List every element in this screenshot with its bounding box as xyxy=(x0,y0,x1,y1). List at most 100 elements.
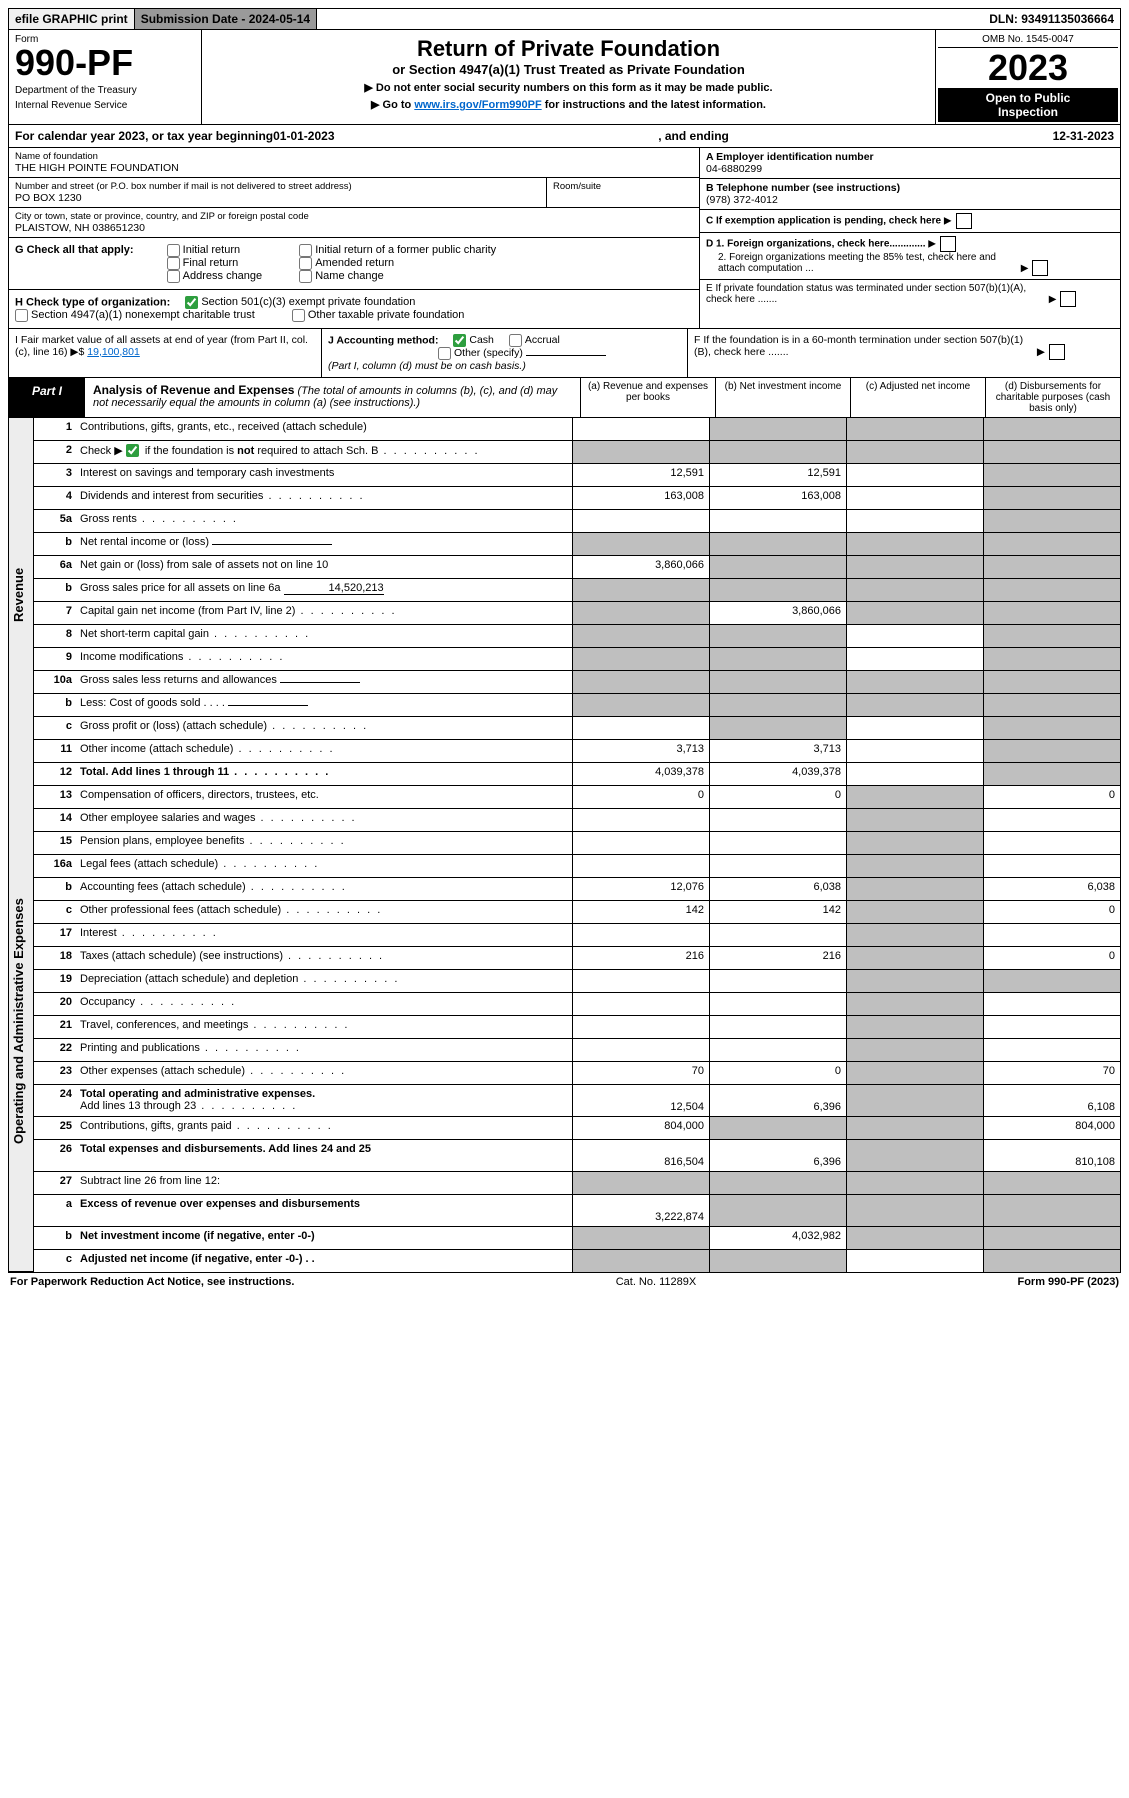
goto-note: ▶ Go to www.irs.gov/Form990PF for instru… xyxy=(208,98,929,111)
d2-checkbox[interactable] xyxy=(1032,260,1048,276)
h-4947[interactable]: Section 4947(a)(1) nonexempt charitable … xyxy=(15,309,255,321)
ein-label: A Employer identification number xyxy=(706,151,874,163)
g-initial-return[interactable]: Initial return xyxy=(167,244,240,256)
ijf-row: I Fair market value of all assets at end… xyxy=(8,329,1121,378)
r22-txt: Printing and publications xyxy=(80,1042,200,1054)
h-other-taxable[interactable]: Other taxable private foundation xyxy=(292,309,465,321)
r6b-val: 14,520,213 xyxy=(284,582,384,595)
c-checkbox[interactable] xyxy=(956,213,972,229)
row-10a: 10aGross sales less returns and allowanc… xyxy=(34,671,1120,694)
row-12: 12Total. Add lines 1 through 114,039,378… xyxy=(34,763,1120,786)
h-o3: Other taxable private foundation xyxy=(308,309,465,321)
e-checkbox[interactable] xyxy=(1060,291,1076,307)
r27a-desc: Excess of revenue over expenses and disb… xyxy=(76,1195,572,1226)
row-16b: bAccounting fees (attach schedule)12,076… xyxy=(34,878,1120,901)
r12-txt: Total. Add lines 1 through 11 xyxy=(80,766,229,778)
row-9: 9Income modifications xyxy=(34,648,1120,671)
r15-desc: Pension plans, employee benefits xyxy=(76,832,572,854)
r8-txt: Net short-term capital gain xyxy=(80,628,209,640)
r2-checkbox[interactable] xyxy=(126,444,139,457)
submission-date: Submission Date - 2024-05-14 xyxy=(135,9,317,29)
g-row: G Check all that apply: Initial return F… xyxy=(9,238,699,290)
g-amended-return[interactable]: Amended return xyxy=(299,257,394,269)
footer-mid: Cat. No. 11289X xyxy=(616,1276,697,1288)
col-b-head: (b) Net investment income xyxy=(715,378,850,417)
dept-treasury: Department of the Treasury xyxy=(15,85,195,96)
efile-print-button[interactable]: efile GRAPHIC print xyxy=(9,9,135,29)
r16a-desc: Legal fees (attach schedule) xyxy=(76,855,572,877)
r24-a: 12,504 xyxy=(572,1085,709,1116)
d1-checkbox[interactable] xyxy=(940,236,956,252)
j-o2: Accrual xyxy=(525,334,560,346)
irs-link[interactable]: www.irs.gov/Form990PF xyxy=(414,99,541,111)
address-value: PO BOX 1230 xyxy=(15,192,540,204)
part1-label: Part I xyxy=(9,378,85,417)
r13-desc: Compensation of officers, directors, tru… xyxy=(76,786,572,808)
r12-desc: Total. Add lines 1 through 11 xyxy=(76,763,572,785)
r23-b: 0 xyxy=(709,1062,846,1084)
j-accrual[interactable]: Accrual xyxy=(509,334,560,346)
g-final-return[interactable]: Final return xyxy=(167,257,239,269)
row-11: 11Other income (attach schedule)3,7133,7… xyxy=(34,740,1120,763)
g-name-change[interactable]: Name change xyxy=(299,270,384,282)
row-27c: cAdjusted net income (if negative, enter… xyxy=(34,1250,1120,1272)
j-cash[interactable]: Cash xyxy=(453,334,494,346)
g-initial-former[interactable]: Initial return of a former public charit… xyxy=(299,244,496,256)
r25-desc: Contributions, gifts, grants paid xyxy=(76,1117,572,1139)
row-4: 4Dividends and interest from securities1… xyxy=(34,487,1120,510)
r23-desc: Other expenses (attach schedule) xyxy=(76,1062,572,1084)
row-16c: cOther professional fees (attach schedul… xyxy=(34,901,1120,924)
r10c-txt: Gross profit or (loss) (attach schedule) xyxy=(80,720,267,732)
f-checkbox[interactable] xyxy=(1049,344,1065,360)
e-cell: E If private foundation status was termi… xyxy=(700,280,1120,310)
r18-txt: Taxes (attach schedule) (see instruction… xyxy=(80,950,283,962)
j-other[interactable]: Other (specify) xyxy=(438,347,523,359)
r9-desc: Income modifications xyxy=(76,648,572,670)
r10a-txt: Gross sales less returns and allowances xyxy=(80,674,277,686)
r4-desc: Dividends and interest from securities xyxy=(76,487,572,509)
top-bar: efile GRAPHIC print Submission Date - 20… xyxy=(8,8,1121,30)
r24-d: 6,108 xyxy=(983,1085,1120,1116)
e-label: E If private foundation status was termi… xyxy=(706,283,1046,305)
row-27: 27Subtract line 26 from line 12: xyxy=(34,1172,1120,1195)
g-o6: Name change xyxy=(315,270,384,282)
r24-txt2: Add lines 13 through 23 xyxy=(80,1100,196,1112)
submission-date-value: 2024-05-14 xyxy=(249,12,310,26)
row-23: 23Other expenses (attach schedule)70070 xyxy=(34,1062,1120,1085)
cal-end: 12-31-2023 xyxy=(1053,129,1114,143)
i-value: 19,100,801 xyxy=(87,346,140,358)
form-header: Form 990-PF Department of the Treasury I… xyxy=(8,30,1121,125)
r19-txt: Depreciation (attach schedule) and deple… xyxy=(80,973,298,985)
r26-d: 810,108 xyxy=(983,1140,1120,1171)
h-501c3[interactable]: Section 501(c)(3) exempt private foundat… xyxy=(185,296,415,308)
r25-a: 804,000 xyxy=(572,1117,709,1139)
r18-a: 216 xyxy=(572,947,709,969)
r27a-a: 3,222,874 xyxy=(572,1195,709,1226)
h-row: H Check type of organization: Section 50… xyxy=(9,290,699,328)
r16c-txt: Other professional fees (attach schedule… xyxy=(80,904,281,916)
r1-desc: Contributions, gifts, grants, etc., rece… xyxy=(76,418,572,440)
r2-desc: Check ▶ if the foundation is not require… xyxy=(76,441,572,463)
r16b-txt: Accounting fees (attach schedule) xyxy=(80,881,246,893)
header-right: OMB No. 1545-0047 2023 Open to Public In… xyxy=(935,30,1120,124)
g-address-change[interactable]: Address change xyxy=(167,270,263,282)
r3-desc: Interest on savings and temporary cash i… xyxy=(76,464,572,486)
r10b-txt: Less: Cost of goods sold xyxy=(80,697,200,709)
tel-label: B Telephone number (see instructions) xyxy=(706,182,900,194)
d1-label: D 1. Foreign organizations, check here..… xyxy=(706,238,926,249)
footer-right: Form 990-PF (2023) xyxy=(1017,1276,1119,1288)
r11-b: 3,713 xyxy=(709,740,846,762)
header-left: Form 990-PF Department of the Treasury I… xyxy=(9,30,202,124)
cal-pre: For calendar year 2023, or tax year begi… xyxy=(15,129,273,143)
address-label: Number and street (or P.O. box number if… xyxy=(15,181,540,192)
r16b-a: 12,076 xyxy=(572,878,709,900)
row-6a: 6aNet gain or (loss) from sale of assets… xyxy=(34,556,1120,579)
r27-desc: Subtract line 26 from line 12: xyxy=(76,1172,572,1194)
r16c-a: 142 xyxy=(572,901,709,923)
goto-pre: ▶ Go to xyxy=(371,99,414,111)
j-note: (Part I, column (d) must be on cash basi… xyxy=(328,360,526,372)
row-5a: 5aGross rents xyxy=(34,510,1120,533)
row-13: 13Compensation of officers, directors, t… xyxy=(34,786,1120,809)
info-left: Name of foundation THE HIGH POINTE FOUND… xyxy=(9,148,699,328)
row-15: 15Pension plans, employee benefits xyxy=(34,832,1120,855)
